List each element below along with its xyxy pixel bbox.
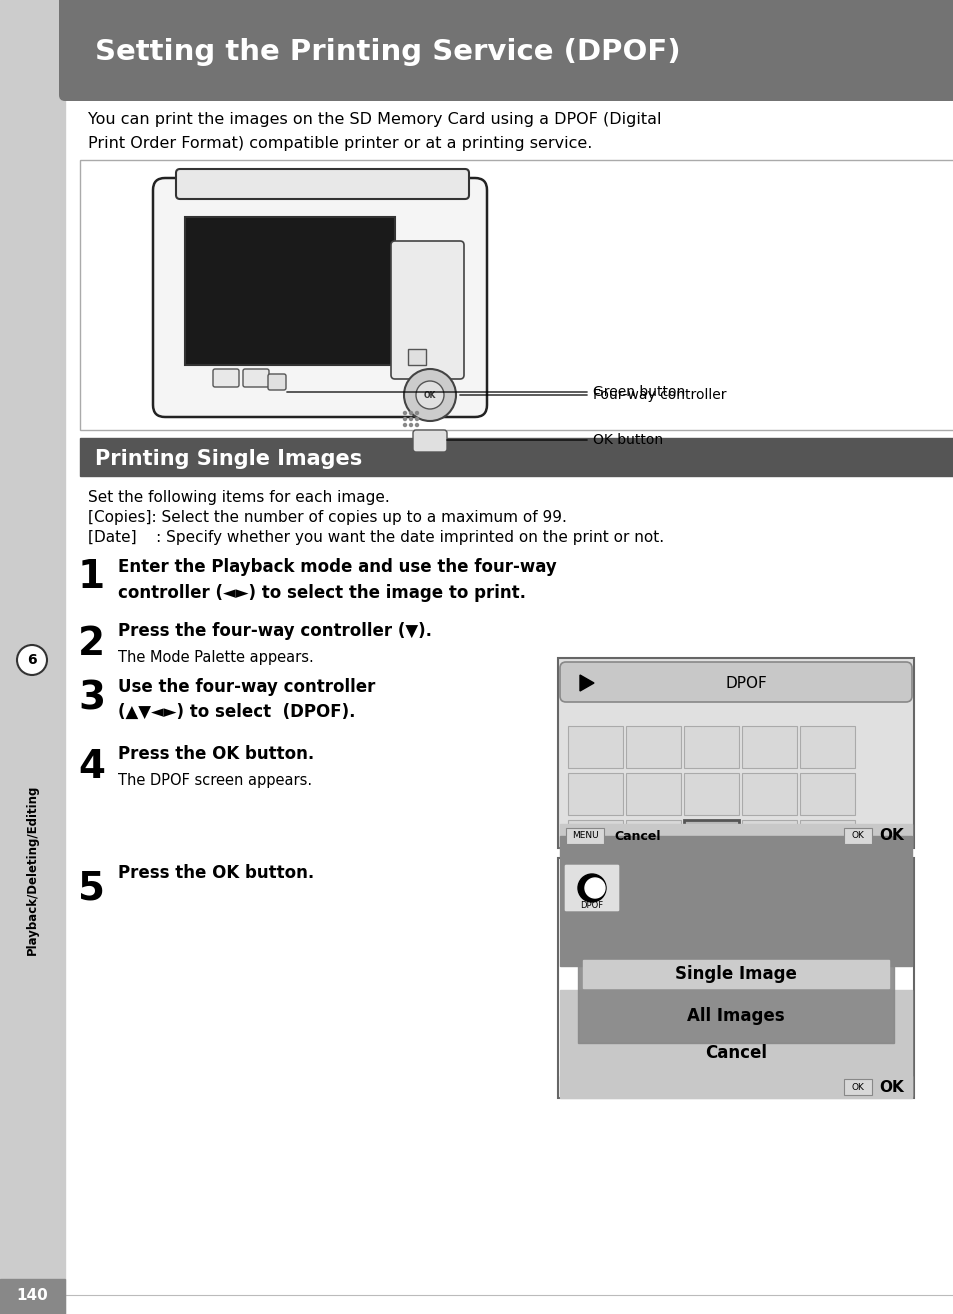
Bar: [559, 836, 911, 966]
Bar: [582, 961, 888, 988]
Text: Printing Single Images: Printing Single Images: [95, 449, 362, 469]
Text: Cancel: Cancel: [704, 1045, 766, 1062]
Bar: [578, 928, 893, 1043]
Circle shape: [403, 411, 406, 414]
Text: Setting the Printing Service (DPOF): Setting the Printing Service (DPOF): [95, 38, 679, 66]
Text: Green button: Green button: [593, 385, 684, 399]
Bar: [0, 1279, 65, 1314]
Bar: [683, 773, 739, 815]
Bar: [567, 773, 622, 815]
Text: 2: 2: [78, 625, 105, 664]
Bar: [800, 773, 854, 815]
Text: 3: 3: [78, 681, 105, 717]
Circle shape: [578, 874, 605, 901]
Text: Single Image: Single Image: [675, 964, 796, 983]
Circle shape: [416, 418, 418, 420]
FancyBboxPatch shape: [59, 0, 953, 101]
Circle shape: [409, 411, 412, 414]
Text: 1: 1: [78, 558, 105, 597]
Bar: [559, 824, 911, 848]
Circle shape: [403, 423, 406, 427]
FancyBboxPatch shape: [175, 170, 469, 198]
Text: OK: OK: [851, 832, 863, 841]
Bar: [559, 989, 911, 1096]
Circle shape: [416, 423, 418, 427]
Text: [Copies]: Select the number of copies up to a maximum of 99.: [Copies]: Select the number of copies up…: [88, 510, 566, 526]
Text: Playback/Deleting/Editing: Playback/Deleting/Editing: [26, 784, 38, 955]
Circle shape: [403, 418, 406, 420]
Polygon shape: [579, 675, 594, 691]
Bar: [843, 1079, 871, 1095]
Bar: [741, 820, 796, 862]
Bar: [80, 160, 953, 430]
FancyBboxPatch shape: [213, 369, 239, 388]
Bar: [683, 820, 739, 862]
Circle shape: [403, 369, 456, 420]
Text: Cancel: Cancel: [614, 829, 659, 842]
FancyBboxPatch shape: [391, 240, 463, 378]
Text: Enter the Playback mode and use the four-way
controller (◄►) to select the image: Enter the Playback mode and use the four…: [118, 558, 557, 602]
Bar: [0, 0, 65, 1314]
FancyBboxPatch shape: [152, 177, 486, 417]
Text: OK: OK: [879, 1080, 903, 1095]
FancyBboxPatch shape: [559, 662, 911, 702]
Bar: [625, 773, 680, 815]
Text: Press the OK button.: Press the OK button.: [118, 865, 314, 882]
Text: [Date]    : Specify whether you want the date imprinted on the print or not.: [Date] : Specify whether you want the da…: [88, 530, 663, 545]
Bar: [408, 350, 426, 365]
Text: DPOF: DPOF: [724, 675, 766, 690]
Text: 5: 5: [78, 870, 105, 908]
Bar: [80, 438, 953, 476]
Circle shape: [17, 645, 47, 675]
Text: OK: OK: [851, 1083, 863, 1092]
FancyBboxPatch shape: [413, 430, 447, 452]
Bar: [558, 658, 913, 848]
Circle shape: [409, 418, 412, 420]
Text: The DPOF screen appears.: The DPOF screen appears.: [118, 773, 312, 788]
Circle shape: [584, 878, 604, 897]
Bar: [567, 820, 622, 862]
Text: Press the OK button.: Press the OK button.: [118, 745, 314, 763]
Text: Four-way controller: Four-way controller: [593, 388, 726, 402]
Text: The Mode Palette appears.: The Mode Palette appears.: [118, 650, 314, 665]
Bar: [567, 727, 622, 767]
FancyBboxPatch shape: [563, 865, 619, 912]
Text: Press the four-way controller (▼).: Press the four-way controller (▼).: [118, 622, 432, 640]
Text: Use the four-way controller: Use the four-way controller: [118, 678, 375, 696]
Text: All Images: All Images: [686, 1007, 784, 1025]
Bar: [843, 828, 871, 844]
Bar: [683, 727, 739, 767]
Text: OK: OK: [879, 829, 903, 844]
Text: Set the following items for each image.: Set the following items for each image.: [88, 490, 390, 505]
Text: DPOF: DPOF: [579, 901, 603, 911]
Circle shape: [416, 381, 443, 409]
Text: 4: 4: [78, 748, 105, 786]
Text: 140: 140: [16, 1289, 48, 1303]
Text: MENU: MENU: [571, 832, 598, 841]
Bar: [625, 727, 680, 767]
Bar: [800, 820, 854, 862]
Circle shape: [416, 411, 418, 414]
FancyBboxPatch shape: [243, 369, 269, 388]
Text: OK button: OK button: [593, 434, 662, 447]
Text: (▲▼◄►) to select  (DPOF).: (▲▼◄►) to select (DPOF).: [118, 703, 355, 721]
Text: OK: OK: [423, 390, 436, 399]
Bar: [558, 858, 913, 1099]
Text: Print Order Format) compatible printer or at a printing service.: Print Order Format) compatible printer o…: [88, 137, 592, 151]
Bar: [625, 820, 680, 862]
Bar: [800, 727, 854, 767]
Circle shape: [409, 423, 412, 427]
Bar: [559, 1076, 911, 1099]
Text: 6: 6: [27, 653, 37, 668]
Bar: [185, 217, 395, 365]
FancyBboxPatch shape: [268, 374, 286, 390]
Bar: [565, 828, 603, 844]
Text: You can print the images on the SD Memory Card using a DPOF (Digital: You can print the images on the SD Memor…: [88, 112, 660, 127]
Bar: [741, 773, 796, 815]
Bar: [741, 727, 796, 767]
